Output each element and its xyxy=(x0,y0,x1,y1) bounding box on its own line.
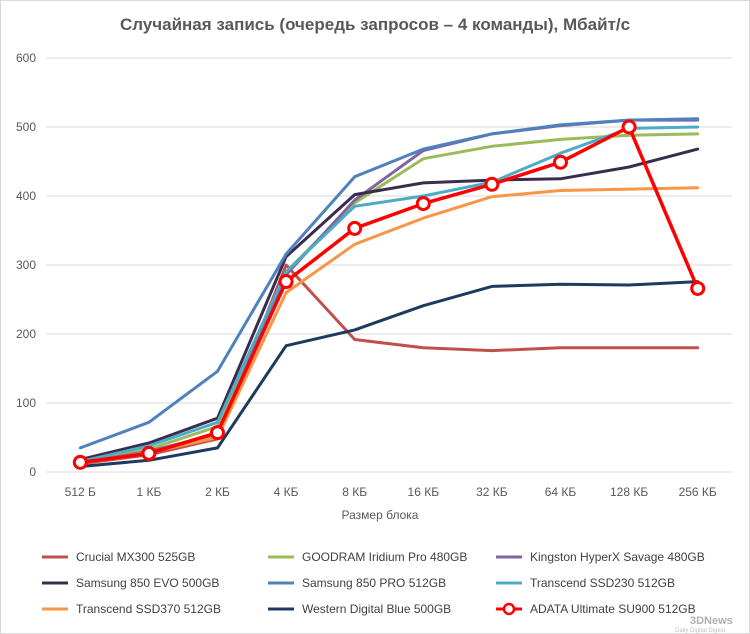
data-point xyxy=(553,154,568,170)
legend-label: Crucial MX300 525GB xyxy=(76,550,195,564)
data-point xyxy=(621,119,637,135)
watermark-tagline: Daily Digital Digest xyxy=(675,628,726,634)
y-tick-label: 400 xyxy=(16,189,36,203)
x-axis-ticks: 512 Б 1 КБ 2 КБ 4 КБ 8 КБ 16 КБ 32 КБ 64 КБ 128 … xyxy=(65,485,717,499)
y-axis-ticks: 0 100 200 300 400 500 600 xyxy=(16,51,36,479)
legend-item: Crucial MX300 525GB xyxy=(42,550,195,564)
legend-marker xyxy=(502,602,516,616)
data-point xyxy=(141,445,157,461)
data-point xyxy=(690,280,706,296)
data-point xyxy=(278,274,294,290)
data-point xyxy=(210,425,225,441)
legend: Crucial MX300 525GB GOODRAM Iridium Pro 4… xyxy=(42,550,705,616)
x-tick-label: 512 Б xyxy=(65,485,96,499)
legend-label: Transcend SSD370 512GB xyxy=(76,602,221,616)
x-tick-label: 256 КБ xyxy=(679,485,717,499)
legend-item: GOODRAM Iridium Pro 480GB xyxy=(268,550,467,564)
series-line-7 xyxy=(78,280,700,468)
legend-label: ADATA Ultimate SU900 512GB xyxy=(530,602,696,616)
x-tick-label: 128 КБ xyxy=(610,485,648,499)
legend-label: GOODRAM Iridium Pro 480GB xyxy=(302,550,467,564)
series-line-3 xyxy=(78,147,700,462)
x-tick-label: 1 КБ xyxy=(136,485,161,499)
series-line-0 xyxy=(78,263,700,466)
legend-item: Samsung 850 EVO 500GB xyxy=(42,576,219,590)
data-point xyxy=(484,176,500,192)
y-tick-label: 200 xyxy=(16,327,36,341)
x-tick-label: 64 КБ xyxy=(545,485,577,499)
y-tick-label: 100 xyxy=(16,396,36,410)
y-tick-label: 300 xyxy=(16,258,36,272)
x-tick-label: 32 КБ xyxy=(476,485,508,499)
data-point xyxy=(347,220,363,236)
x-tick-label: 2 КБ xyxy=(205,485,230,499)
watermark-logo: 3DNews Daily Digital Digest xyxy=(675,615,733,634)
series-line-1 xyxy=(78,132,700,464)
legend-item: Transcend SSD230 512GB xyxy=(496,576,675,590)
legend-item: ADATA Ultimate SU900 512GB xyxy=(496,602,696,616)
series-line-5 xyxy=(78,125,700,464)
legend-label: Western Digital Blue 500GB xyxy=(302,602,451,616)
y-tick-label: 0 xyxy=(29,465,36,479)
grid-lines xyxy=(46,57,732,473)
x-tick-label: 8 КБ xyxy=(342,485,367,499)
x-tick-label: 16 КБ xyxy=(408,485,440,499)
legend-label: Samsung 850 PRO 512GB xyxy=(302,576,446,590)
legend-label: Samsung 850 EVO 500GB xyxy=(76,576,219,590)
data-point xyxy=(72,454,88,470)
series-group xyxy=(72,117,706,470)
legend-item: Kingston HyperX Savage 480GB xyxy=(496,550,705,564)
x-axis-label: Размер блока xyxy=(342,508,419,522)
series-line-8 xyxy=(78,125,700,465)
legend-label: Transcend SSD230 512GB xyxy=(530,576,675,590)
y-tick-label: 500 xyxy=(16,120,36,134)
series-line-6 xyxy=(78,186,700,464)
legend-label: Kingston HyperX Savage 480GB xyxy=(530,550,705,564)
watermark-logo-text: 3DNews xyxy=(690,615,733,627)
legend-item: Transcend SSD370 512GB xyxy=(42,602,221,616)
y-tick-label: 600 xyxy=(16,51,36,65)
chart-title: Случайная запись (очередь запросов – 4 к… xyxy=(120,15,630,34)
series-line-4 xyxy=(78,117,700,450)
legend-item: Western Digital Blue 500GB xyxy=(268,602,451,616)
legend-item: Samsung 850 PRO 512GB xyxy=(268,576,446,590)
x-tick-label: 4 КБ xyxy=(274,485,299,499)
data-point xyxy=(415,196,431,212)
